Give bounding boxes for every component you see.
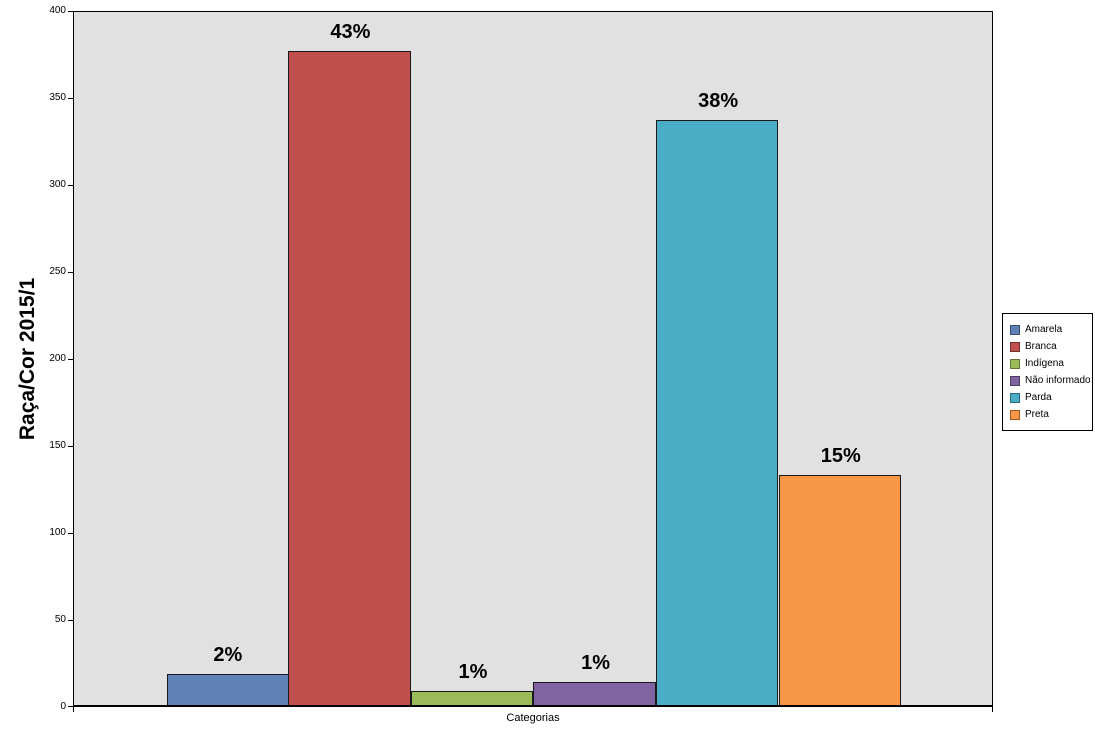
y-tick-mark bbox=[68, 532, 73, 534]
y-tick-label: 50 bbox=[54, 614, 66, 625]
bar-preta bbox=[778, 475, 902, 705]
bar-value-label-indigena: 1% bbox=[458, 661, 488, 684]
legend-item-nao-informado: Não informado bbox=[1010, 372, 1091, 389]
legend-swatch-parda bbox=[1010, 392, 1020, 403]
y-tick-mark bbox=[68, 184, 73, 186]
y-tick-mark bbox=[68, 97, 73, 99]
legend-item-parda: Parda bbox=[1010, 389, 1090, 406]
legend-label-preta: Preta bbox=[1025, 409, 1049, 420]
legend-swatch-amarela bbox=[1010, 324, 1020, 335]
x-axis-label: Categorias bbox=[506, 712, 560, 724]
legend-swatch-indigena bbox=[1010, 358, 1020, 369]
bar-branca bbox=[288, 50, 411, 705]
x-tick-mark bbox=[992, 707, 993, 712]
legend-label-nao-informado: Não informado bbox=[1025, 375, 1091, 386]
x-tick-mark bbox=[73, 707, 74, 712]
legend-label-amarela: Amarela bbox=[1025, 324, 1063, 335]
legend-item-indigena: Indígena bbox=[1010, 355, 1090, 372]
bar-value-label-branca: 43% bbox=[330, 20, 371, 43]
legend-swatch-branca bbox=[1010, 341, 1020, 352]
legend: Amarela Branca Indígena Não informado Parda P… bbox=[1002, 313, 1093, 431]
legend-label-parda: Parda bbox=[1025, 392, 1052, 403]
y-tick-label: 300 bbox=[49, 179, 66, 190]
y-tick-mark bbox=[68, 10, 73, 12]
y-tick-label: 250 bbox=[49, 266, 66, 277]
y-tick-label: 150 bbox=[49, 440, 66, 451]
legend-item-amarela: Amarela bbox=[1010, 321, 1090, 338]
legend-swatch-preta bbox=[1010, 409, 1020, 420]
bar-value-label-preta: 15% bbox=[820, 445, 861, 468]
bar-indigena bbox=[410, 691, 534, 705]
bar-amarela bbox=[166, 673, 290, 705]
y-tick-label: 350 bbox=[49, 92, 66, 103]
bar-value-label-amarela: 2% bbox=[213, 643, 243, 666]
legend-item-preta: Preta bbox=[1010, 406, 1090, 423]
bar-value-label-parda: 38% bbox=[698, 90, 739, 113]
y-tick-mark bbox=[68, 706, 73, 707]
bar-value-label-nao-informado: 1% bbox=[581, 652, 611, 675]
y-tick-mark bbox=[68, 271, 73, 273]
bar-parda bbox=[655, 120, 779, 705]
y-tick-label: 0 bbox=[60, 701, 66, 712]
y-tick-label: 200 bbox=[49, 353, 66, 364]
y-tick-label: 400 bbox=[49, 5, 66, 16]
y-tick-mark bbox=[68, 358, 73, 360]
y-tick-label: 100 bbox=[49, 527, 66, 538]
bar-nao-informado bbox=[533, 682, 656, 705]
legend-label-branca: Branca bbox=[1025, 341, 1057, 352]
legend-swatch-nao-informado bbox=[1010, 375, 1020, 386]
plot-area: 2% 43% 1% 1% 38% 15% bbox=[73, 11, 993, 707]
legend-label-indigena: Indígena bbox=[1025, 358, 1064, 369]
y-tick-mark bbox=[68, 619, 73, 621]
legend-item-branca: Branca bbox=[1010, 338, 1090, 355]
y-tick-mark bbox=[68, 445, 73, 447]
